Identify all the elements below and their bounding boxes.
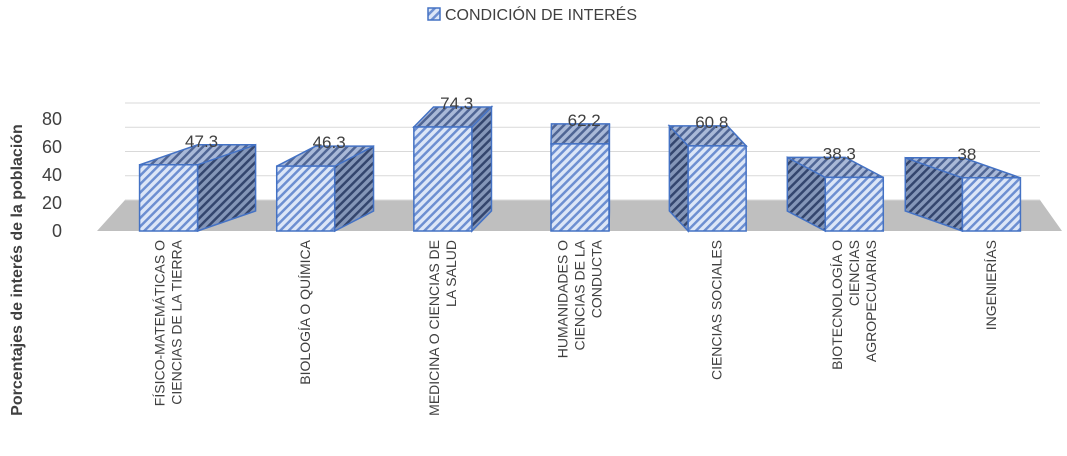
- data-label: 38: [957, 145, 976, 164]
- bar: [667, 123, 748, 233]
- x-tick-label: CIENCIAS SOCIALES: [708, 240, 725, 381]
- data-label: 46.3: [313, 133, 346, 152]
- bar: [412, 105, 494, 233]
- data-label: 47.3: [185, 132, 218, 151]
- y-axis-label: Porcentajes de interés de la población: [9, 124, 26, 416]
- bar: [786, 156, 885, 233]
- x-tick-label: INGENIERÍAS: [982, 240, 999, 331]
- x-tick-label: BIOTECNOLOGÍA O CIENCIAS AGROPECUARIAS: [828, 240, 879, 370]
- x-tick-label: BIOLOGÍA O QUÍMICA: [297, 240, 314, 385]
- bar: [550, 123, 611, 232]
- legend-label: CONDICIÓN DE INTERÉS: [445, 5, 637, 24]
- x-tick-label: HUMANIDADES O CIENCIAS DE LA CONDUCTA: [554, 240, 605, 359]
- y-tick-label: 80: [42, 109, 62, 129]
- y-tick-label: 20: [42, 193, 62, 213]
- x-tick-label: FÍSICO-MATEMÁTICAS O CIENCIAS DE LA TIER…: [151, 240, 185, 407]
- bar: [904, 156, 1022, 233]
- y-tick-label: 0: [52, 221, 62, 241]
- data-label: 62.2: [568, 111, 601, 130]
- y-tick-label: 40: [42, 165, 62, 185]
- y-tick-label: 60: [42, 137, 62, 157]
- data-label: 38.3: [823, 144, 856, 163]
- data-label: 60.8: [695, 113, 728, 132]
- bar: [275, 144, 375, 233]
- bar: [138, 143, 257, 233]
- legend-swatch: [427, 7, 441, 21]
- data-label: 74.3: [440, 94, 473, 113]
- x-tick-label: MEDICINA O CIENCIAS DE LA SALUD: [425, 240, 459, 416]
